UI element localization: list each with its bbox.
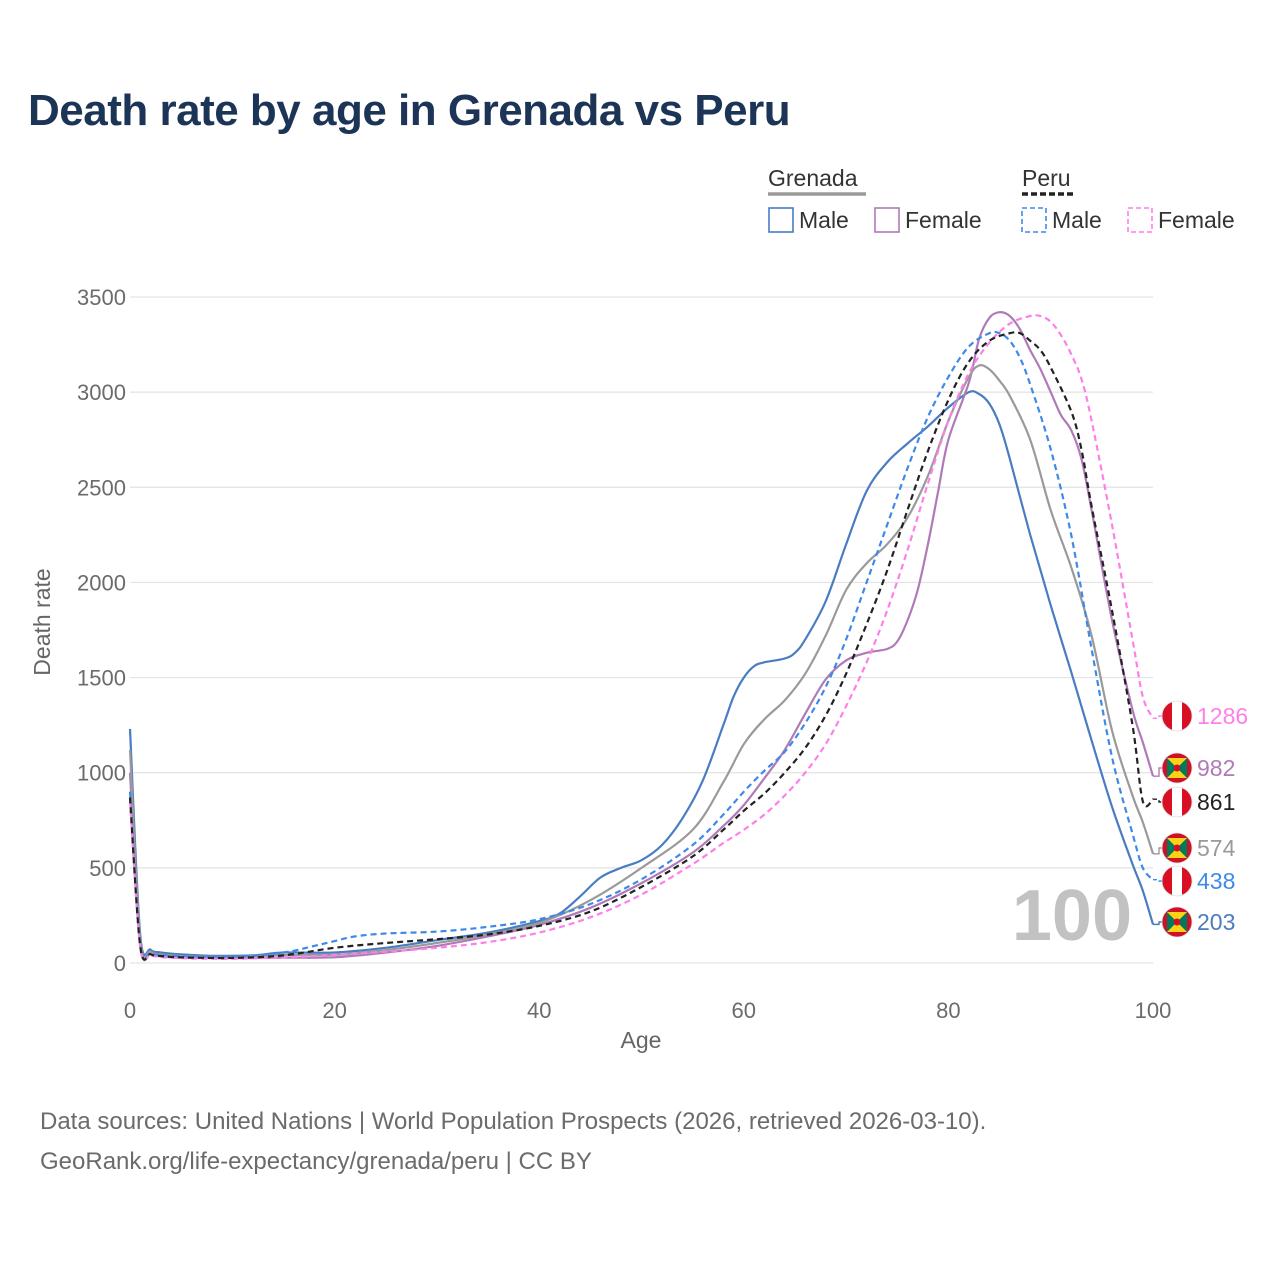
legend-entry-label[interactable]: Male [799,207,849,233]
chart-title: Death rate by age in Grenada vs Peru [28,86,791,135]
end-value-label: 574 [1197,835,1236,861]
grenada-flag-icon [1161,832,1193,864]
legend-swatch[interactable] [874,207,900,233]
x-tick-label: 40 [527,998,551,1023]
x-axis-label: Age [621,1027,662,1053]
legend-entry-label[interactable]: Female [1158,207,1235,233]
y-tick-label: 0 [114,951,126,976]
legend-group-title: Peru [1022,165,1071,191]
y-tick-label: 2500 [77,475,126,500]
peru-flag-icon [1161,700,1193,732]
series-line [128,311,1155,961]
x-tick-label: 60 [732,998,756,1023]
legend: Grenada Peru Male Female Male Female [768,165,1235,233]
end-label-leader [1153,715,1163,719]
year-watermark: 100 [1012,876,1132,956]
legend-entry-label[interactable]: Male [1052,207,1102,233]
legend-swatch[interactable] [1127,207,1153,233]
source-link[interactable]: GeoRank.org/life-expectancy/grenada/peru… [40,1148,592,1175]
series-line [128,390,1155,957]
series-line [128,330,1154,961]
legend-group-title: Grenada [768,165,858,191]
y-tick-label: 3000 [77,380,126,405]
gridlines [130,296,1153,964]
series-line [128,364,1155,959]
series-line [128,314,1154,962]
x-tick-label: 20 [322,998,346,1023]
y-tick-label: 2000 [77,570,126,595]
end-label-leader [1153,798,1163,803]
peru-flag-icon [1161,865,1193,897]
end-value-label: 438 [1197,868,1235,894]
x-axis-ticks: 0 20 40 60 80 100 [124,998,1171,1023]
grenada-flag-icon [1161,752,1193,784]
y-axis-ticks: 0 500 1000 1500 2000 2500 3000 3500 [77,285,126,976]
end-labels: 203 982 574 438 1286 861 [1153,700,1248,938]
y-tick-label: 1000 [77,761,126,786]
legend-swatch[interactable] [768,207,794,233]
end-label-leader [1153,921,1163,926]
end-value-label: 203 [1197,909,1235,935]
end-value-label: 861 [1197,789,1235,815]
end-value-label: 982 [1197,755,1235,781]
x-tick-label: 80 [936,998,960,1023]
y-axis-label: Death rate [29,568,55,675]
x-tick-label: 0 [124,998,136,1023]
series-line [128,331,1154,961]
y-tick-label: 3500 [77,285,126,310]
x-tick-label: 100 [1135,998,1172,1023]
end-label-leader [1153,878,1163,882]
grenada-flag-icon [1161,906,1193,938]
legend-swatch[interactable] [1021,207,1047,233]
data-source-note: Data sources: United Nations | World Pop… [40,1108,987,1135]
y-tick-label: 1500 [77,666,126,691]
y-tick-label: 500 [89,856,126,881]
peru-flag-icon [1161,786,1193,818]
end-label-leader [1153,767,1163,777]
legend-entry-label[interactable]: Female [905,207,982,233]
end-value-label: 1286 [1197,703,1248,729]
series-lines [128,311,1155,962]
end-label-leader [1153,847,1163,855]
